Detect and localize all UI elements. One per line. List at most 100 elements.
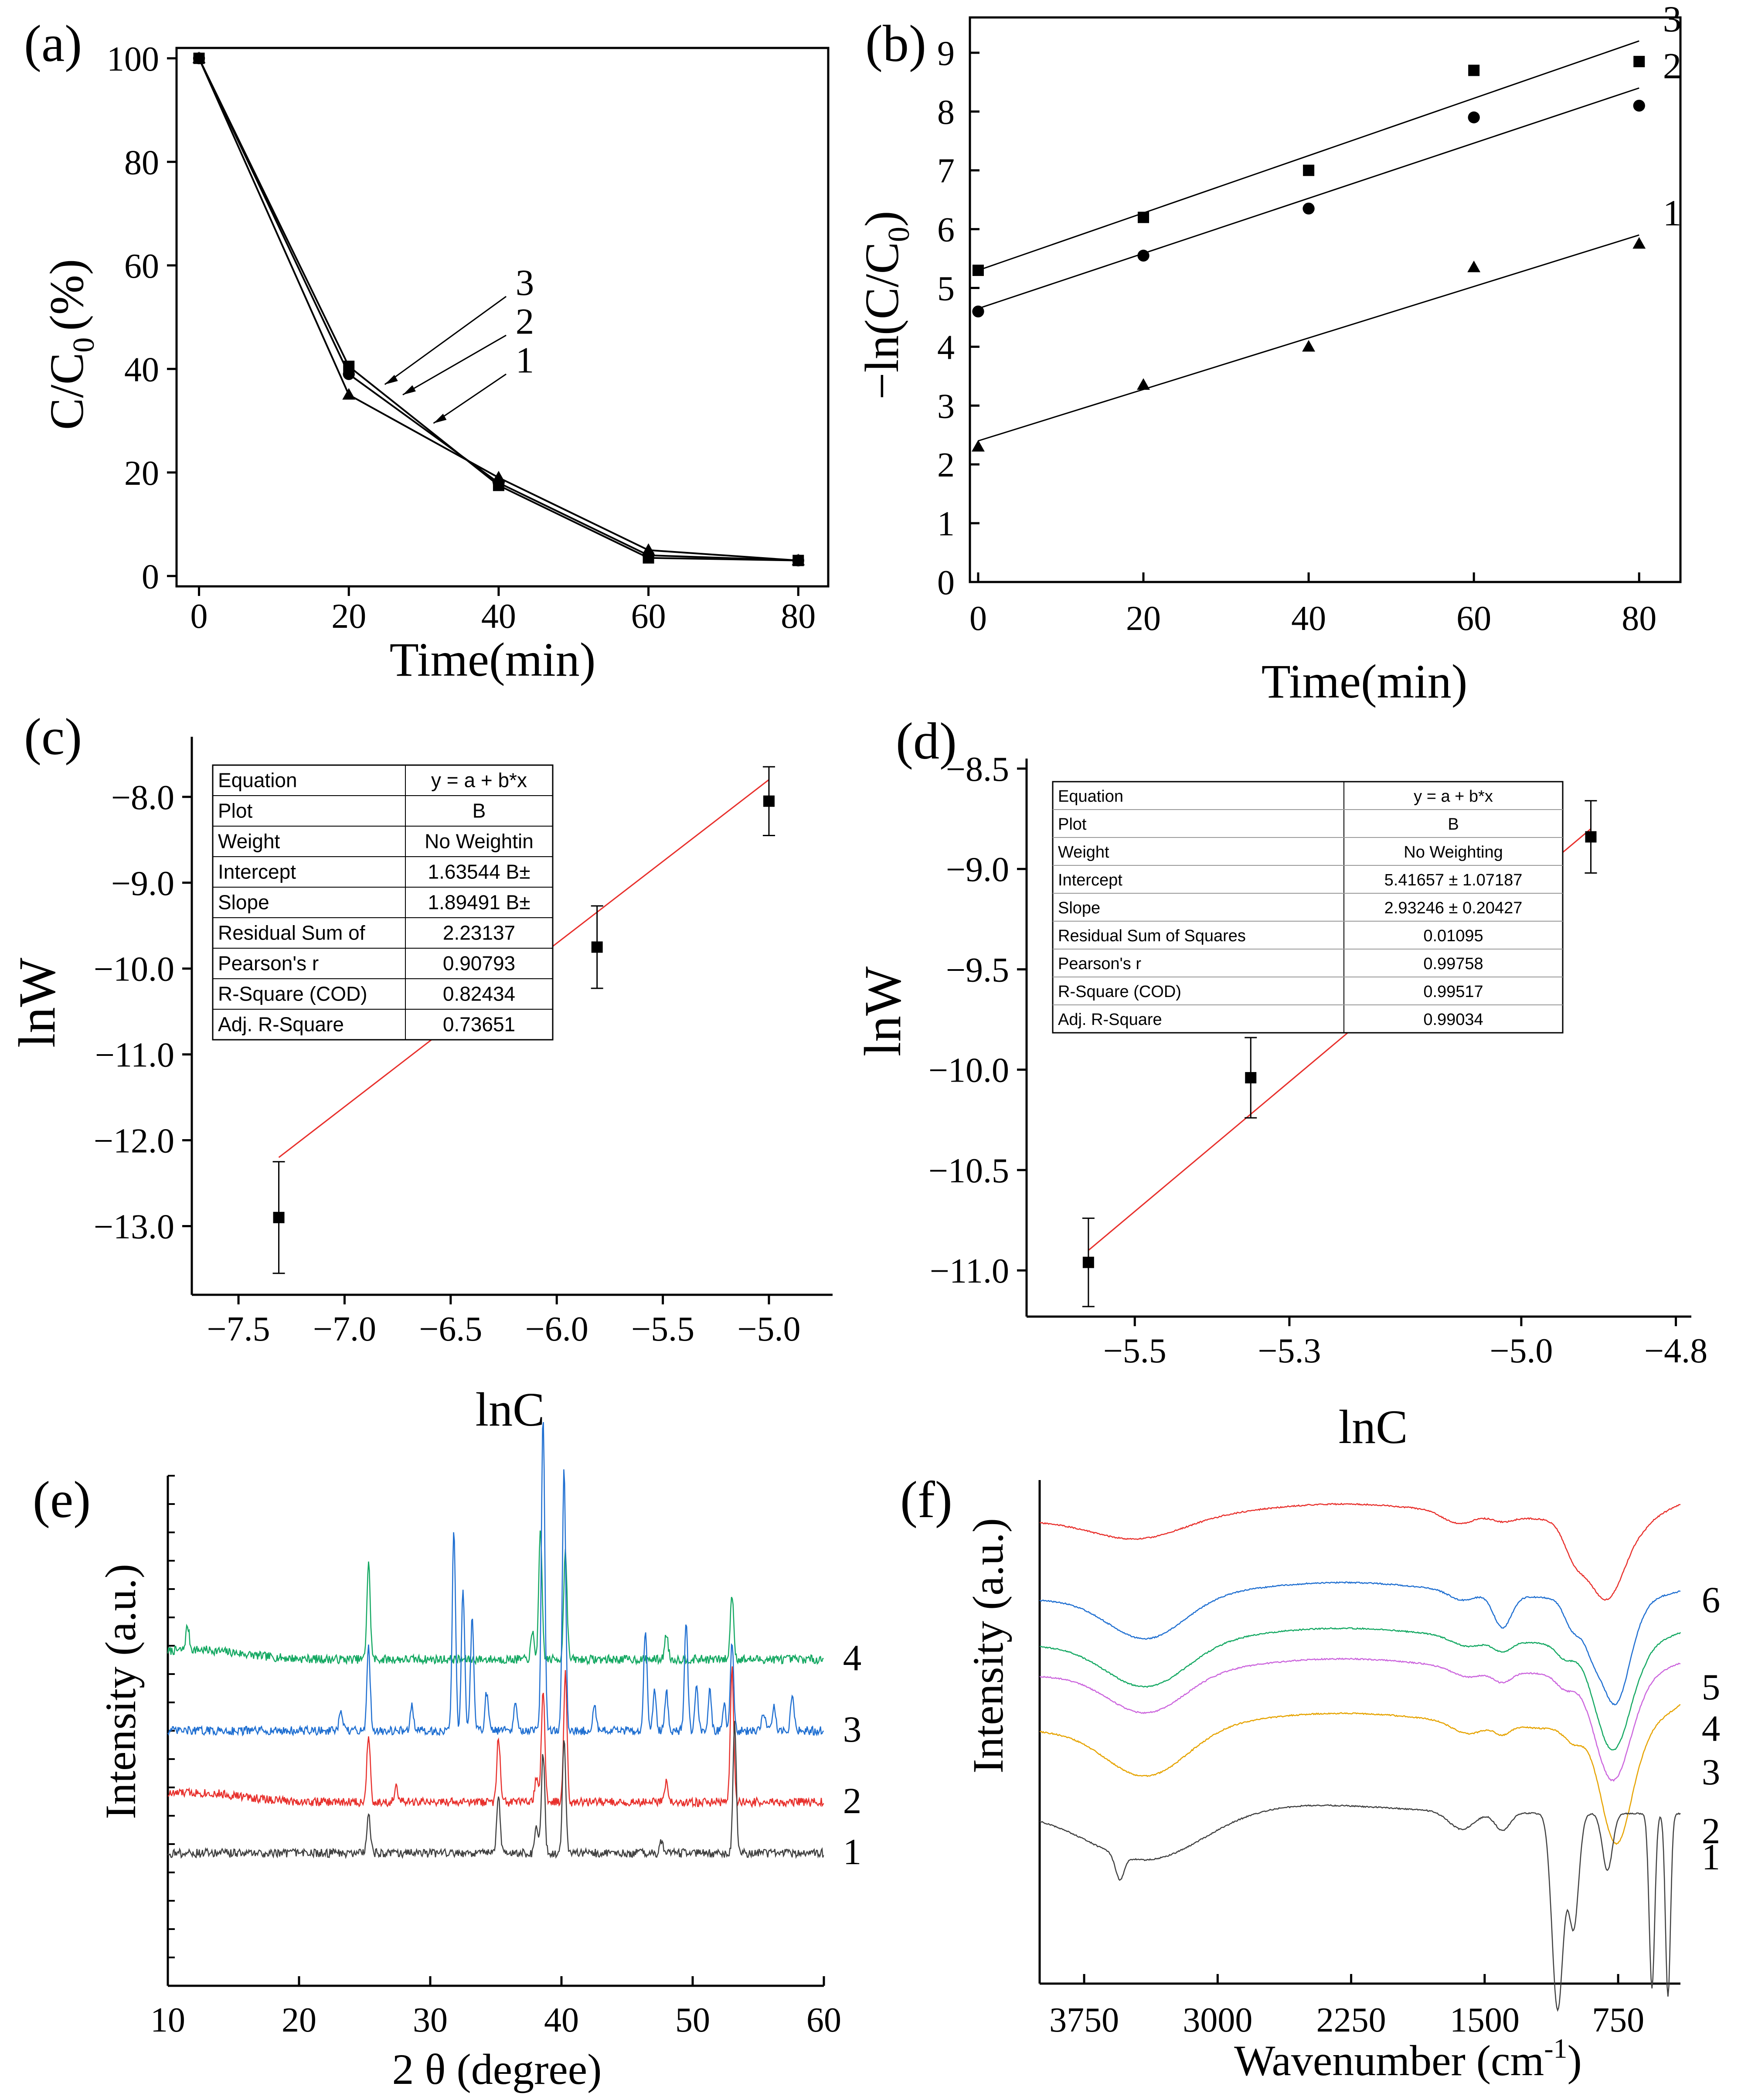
panel-c-fit-table-value: 1.89491 B± xyxy=(428,891,531,913)
panel-a-xtick-label: 60 xyxy=(631,597,666,636)
panel-b-ytick-label: 2 xyxy=(937,446,955,484)
panel-d-fit-table-key: Plot xyxy=(1058,815,1087,834)
panel-a-xtick-label: 80 xyxy=(781,597,816,636)
panel-c-xtick-label: −7.5 xyxy=(207,1310,270,1348)
panel-f-plot: 3750 3000 2250 1500 750 6 543 21 xyxy=(1038,1480,1721,2039)
panel-d-xtick-label: −5.0 xyxy=(1490,1332,1553,1370)
panel-b-series-2-point xyxy=(1468,111,1480,123)
panel-b-series-3-point xyxy=(1468,65,1480,76)
panel-e-xtick-label: 20 xyxy=(282,2001,316,2039)
panel-e-series-label: 1 xyxy=(843,1831,862,1872)
panel-d-fit-table-key: Equation xyxy=(1058,787,1123,806)
panel-d-xtick-label: −5.5 xyxy=(1103,1332,1166,1370)
panel-e-xtick-label: 10 xyxy=(150,2001,185,2039)
panel-c-fit-table-value: No Weightin xyxy=(425,830,534,852)
panel-f-series-label: 2 xyxy=(1702,1811,1721,1852)
panel-b-ytick-label: 9 xyxy=(937,34,955,73)
panel-d-fit-table-key: Weight xyxy=(1058,843,1109,861)
panel-a-annotation-arrow xyxy=(384,296,507,385)
panel-d-fit-table-value: No Weighting xyxy=(1404,843,1503,861)
panel-d-plot: −5.5 −5.3 −5.0 −4.8 −8.5 −9.0 −9.5 −10.0 −10.5 −1… xyxy=(928,750,1707,1370)
panel-c-data-point xyxy=(273,1212,285,1223)
panel-d-ytick-label: −10.0 xyxy=(928,1052,1009,1090)
panel-a-plot: 0 20 40 60 80 0 20 40 60 80 100 321 xyxy=(107,40,830,636)
panel-a-series-3-point xyxy=(643,552,654,564)
panel-b-ytick-label: 4 xyxy=(937,328,955,367)
panel-a-series-1-point xyxy=(342,388,356,400)
panel-a-xlabel: Time(min) xyxy=(390,633,596,686)
panel-c-ytick-label: −13.0 xyxy=(94,1208,174,1246)
panel-e-xtick-label: 30 xyxy=(413,2001,448,2039)
panel-b-ytick-label: 0 xyxy=(937,564,955,602)
panel-b-series-label: 1 xyxy=(1663,193,1682,234)
panel-d-fit-table-key: Adj. R-Square xyxy=(1058,1011,1162,1029)
panel-c-fit-table-value: 0.82434 xyxy=(443,982,515,1005)
panel-b-series-1-point xyxy=(1467,260,1481,272)
panel-a-ytick-label: 0 xyxy=(142,558,159,596)
panel-e-xlabel: 2 θ (degree) xyxy=(392,2045,602,2093)
panel-c-fit-table-key: Equation xyxy=(218,769,297,791)
panel-f-series-label: 1 xyxy=(1702,1837,1721,1878)
panel-f-series-1-trace xyxy=(1039,1804,1681,2012)
panel-b-series-label: 2 xyxy=(1663,46,1682,87)
panel-label-f: (f) xyxy=(900,1470,952,1528)
panel-b-series-2-point xyxy=(1302,202,1315,215)
panel-f-series-6-trace xyxy=(1039,1502,1681,1601)
panel-label-e: (e) xyxy=(33,1470,91,1528)
panel-b-series-2-point xyxy=(1137,249,1149,262)
panel-c-data-point xyxy=(591,941,603,953)
panel-a-series-3-point xyxy=(792,555,804,566)
panel-b-series-3-point xyxy=(1303,164,1315,176)
panel-d-data-point xyxy=(1245,1072,1257,1084)
panel-e-xtick-label: 40 xyxy=(544,2001,579,2039)
panel-d-data-point xyxy=(1082,1256,1094,1268)
panel-b-frame xyxy=(969,16,1682,583)
panel-c-fit-table-value: 1.63544 B± xyxy=(428,860,531,883)
panel-b-xtick-label: 20 xyxy=(1126,599,1161,638)
panel-b-series-1-point xyxy=(972,440,985,452)
panel-a-ytick-label: 80 xyxy=(124,143,159,182)
panel-f-xtick-label: 750 xyxy=(1592,2001,1644,2039)
panel-e-series-label: 2 xyxy=(843,1780,862,1821)
panel-c-fit-table-value: y = a + b*x xyxy=(431,769,527,791)
panel-a-arrowhead xyxy=(384,374,398,385)
panel-b-ytick-label: 1 xyxy=(937,505,955,543)
panel-d-fit-table-value: 0.99517 xyxy=(1423,983,1483,1001)
panel-d-ytick-label: −9.5 xyxy=(946,951,1009,989)
panel-a-annotation-label: 3 xyxy=(516,262,534,303)
panel-a-ytick-label: 100 xyxy=(107,40,159,78)
panel-b-xtick-label: 40 xyxy=(1291,599,1326,638)
panel-f-xtick-label: 3000 xyxy=(1183,2001,1252,2039)
panel-b: (b) 0 20 40 60 80 0 1 2 3 4 5 6 7 8 9 3 2 1 Time(min) −ln… xyxy=(855,0,1682,708)
panel-b-series-2-point xyxy=(1633,99,1645,112)
panel-c-fit-table-key: Intercept xyxy=(218,860,296,883)
panel-f-xtick-label: 2250 xyxy=(1316,2001,1386,2039)
panel-d-xtick-label: −5.3 xyxy=(1258,1332,1321,1370)
panel-a-ytick-label: 40 xyxy=(124,351,159,389)
panel-a-xtick-label: 20 xyxy=(331,597,366,636)
panel-c-fit-table-key: Weight xyxy=(218,830,280,852)
panel-e-series-1-trace xyxy=(167,1721,824,1859)
panel-c-fit-table-frame xyxy=(212,764,554,1041)
panel-d: (d) −5.5 −5.3 −5.0 −4.8 −8.5 −9.0 −9.5 −10.0 −10… xyxy=(854,712,1707,1453)
panel-e-series-label: 4 xyxy=(843,1637,862,1678)
panel-d-ytick-label: −9.0 xyxy=(946,851,1009,889)
panel-b-ytick-label: 7 xyxy=(937,152,955,191)
panel-d-fit-table-value: 5.41657 ± 1.07187 xyxy=(1384,871,1523,889)
panel-d-xtick-label: −4.8 xyxy=(1644,1332,1707,1370)
panel-d-fit-table-value: y = a + b*x xyxy=(1414,787,1493,806)
panel-b-series-3-point xyxy=(1633,56,1645,68)
panel-a-xtick-label: 40 xyxy=(481,597,516,636)
panel-c-xlabel: lnC xyxy=(476,1383,545,1436)
panel-f-series-2-trace xyxy=(1039,1704,1681,1845)
panel-d-fit-table-key: Residual Sum of Squares xyxy=(1058,927,1246,945)
panel-b-series-1-point xyxy=(1302,340,1316,352)
panel-d-fit-table: Equation y = a + b*x Plot B Weight No Weighti… xyxy=(1052,781,1564,1034)
panel-e-plot: 10 20 30 40 50 60 4 3 2 1 xyxy=(150,1422,861,2039)
panel-d-fit-table-value: 0.01095 xyxy=(1423,927,1483,945)
panel-d-fit-table-key: R-Square (COD) xyxy=(1058,983,1181,1001)
panel-a: (a) 0 20 40 60 80 0 20 40 60 80 100 321 Time(min) C… xyxy=(24,14,830,686)
panel-f-xtick-label: 3750 xyxy=(1049,2001,1119,2039)
panel-d-fit-table-frame xyxy=(1052,781,1564,1034)
